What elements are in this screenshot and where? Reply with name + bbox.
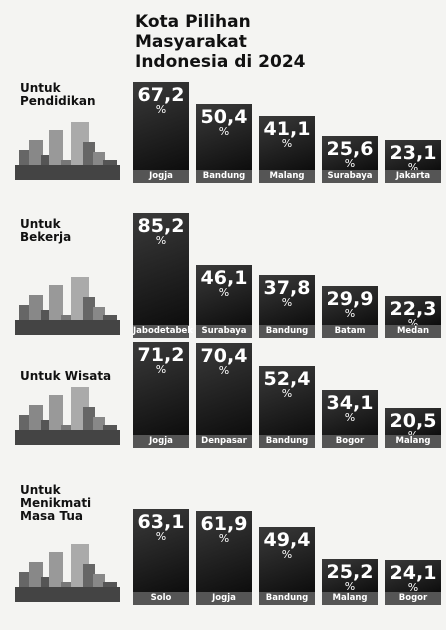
category-label: Batam [322,325,378,338]
value-unit: % [259,138,315,149]
value-unit: % [259,549,315,560]
category-label: Jakarta [385,170,441,183]
value-unit: % [196,287,252,298]
city-illustration [15,375,125,445]
value-unit: % [322,412,378,423]
value-label: 22,3 [385,300,441,319]
value-label: 61,9 [196,515,252,534]
category-label: Bandung [196,170,252,183]
value-unit: % [133,364,189,375]
value-unit: % [133,531,189,542]
category-label: Malang [259,170,315,183]
value-unit: % [322,158,378,169]
category-label: Bogor [322,435,378,448]
infographic: Kota Pilihan Masyarakat Indonesia di 202… [0,0,446,630]
value-unit: % [322,308,378,319]
category-label: Malang [322,592,378,605]
building [15,587,120,602]
value-unit: % [133,104,189,115]
category-label: Bandung [259,592,315,605]
category-label: Bandung [259,435,315,448]
panel-title: Untuk Menikmati Masa Tua [20,484,115,523]
category-label: Bandung [259,325,315,338]
value-unit: % [133,235,189,246]
value-unit: % [196,365,252,376]
building [15,165,120,180]
value-label: 46,1 [196,269,252,288]
value-unit: % [196,533,252,544]
city-illustration [15,532,125,602]
city-illustration [15,110,125,180]
category-label: Jabodetabek [133,325,189,338]
category-label: Surabaya [196,325,252,338]
category-label: Jogja [196,592,252,605]
category-label: Jogja [133,435,189,448]
value-unit: % [259,297,315,308]
category-label: Medan [385,325,441,338]
value-unit: % [259,388,315,399]
value-unit: % [196,126,252,137]
city-illustration [15,265,125,335]
category-label: Bogor [385,592,441,605]
main-title: Kota Pilihan Masyarakat Indonesia di 202… [135,12,345,72]
value-label: 29,9 [322,290,378,309]
value-unit: % [322,581,378,592]
panel-title: Untuk Bekerja [20,218,115,244]
category-label: Denpasar [196,435,252,448]
building [15,430,120,445]
value-label: 70,4 [196,347,252,366]
category-label: Surabaya [322,170,378,183]
category-label: Solo [133,592,189,605]
category-label: Jogja [133,170,189,183]
value-label: 23,1 [385,144,441,163]
value-label: 71,2 [133,346,189,365]
panel-title: Untuk Pendidikan [20,82,115,108]
category-label: Malang [385,435,441,448]
building [15,320,120,335]
